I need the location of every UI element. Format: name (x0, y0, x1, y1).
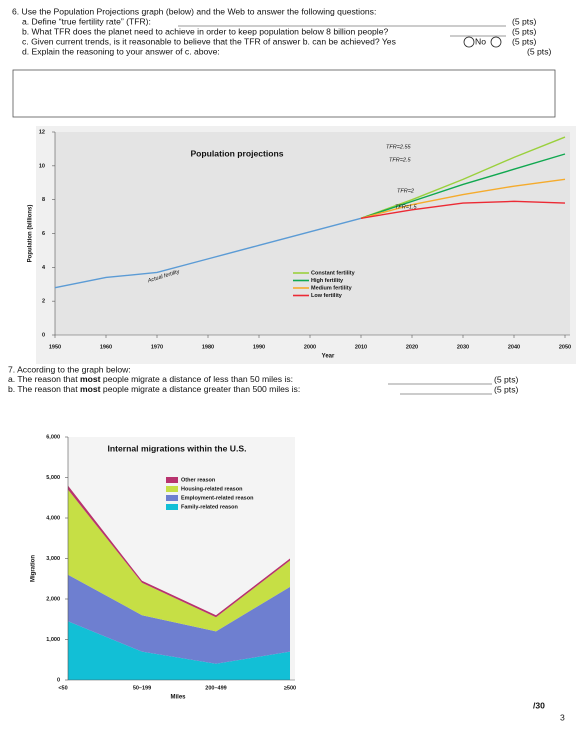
y-tick-label: 4 (42, 265, 46, 271)
yes-radio[interactable] (463, 36, 475, 48)
area-band (68, 489, 290, 632)
series-line (54, 217, 362, 289)
y-tick-label: 2 (42, 299, 45, 305)
x-tick-label: 1970 (151, 344, 163, 350)
q6-d: d. Explain the reasoning to your answer … (22, 46, 220, 56)
answer-box[interactable] (12, 69, 556, 118)
x-tick-label: 2020 (406, 344, 418, 350)
q6-intro: 6. Use the Population Projections graph … (12, 6, 376, 16)
x-tick-label: 2050 (559, 344, 571, 350)
y-axis-label: Population (billions) (28, 205, 34, 263)
pts: (5 pts) (494, 374, 518, 384)
t: most (80, 374, 101, 384)
annotation: TFR=2 (397, 188, 414, 194)
area-band (68, 574, 290, 664)
q6-a: a. Define “true fertility rate” (TFR): (22, 16, 151, 26)
pts: (5 pts) (512, 26, 536, 36)
t: most (80, 384, 101, 394)
score: /30 (533, 700, 545, 710)
area-band (68, 621, 290, 680)
series-line (360, 136, 566, 219)
y-tick-label: 10 (39, 163, 45, 169)
t: b. The reason that (8, 384, 80, 394)
x-tick-label: 1950 (49, 344, 61, 350)
pts: (5 pts) (494, 384, 518, 394)
x-tick-label: 2030 (457, 344, 469, 350)
y-tick-label: 3,000 (46, 556, 60, 562)
q7-intro: 7. According to the graph below: (8, 364, 131, 374)
legend-label: High fertility (311, 278, 344, 284)
no-label: No (475, 36, 486, 46)
no-radio[interactable] (490, 36, 502, 48)
legend-swatch (166, 486, 178, 492)
y-tick-label: 0 (57, 677, 60, 683)
pts: (5 pts) (512, 36, 536, 46)
pts: (5 pts) (527, 46, 551, 56)
x-axis-label: Year (322, 354, 335, 360)
legend-swatch (166, 504, 178, 510)
x-tick-label: 1960 (100, 344, 112, 350)
t: people migrate a distance of less than 5… (101, 374, 294, 384)
q7-b: b. The reason that most people migrate a… (8, 384, 300, 394)
t: people migrate a distance greater than 5… (101, 384, 301, 394)
chart-title: Internal migrations within the U.S. (108, 443, 247, 453)
y-tick-label: 2,000 (46, 596, 60, 602)
legend-swatch (166, 477, 178, 483)
x-tick-label: 1980 (202, 344, 214, 350)
q6-c: c. Given current trends, is it reasonabl… (22, 36, 396, 46)
legend-label: Low fertility (311, 293, 343, 299)
legend-label: Medium fertility (311, 285, 353, 291)
x-axis-label: Miles (170, 695, 186, 701)
legend-swatch (166, 495, 178, 501)
q7-a: a. The reason that most people migrate a… (8, 374, 293, 384)
legend-label: Employment-related reason (181, 495, 254, 501)
y-tick-label: 4,000 (46, 515, 60, 521)
series-line (360, 153, 566, 219)
x-tick-label: 2010 (355, 344, 367, 350)
y-tick-label: 0 (42, 332, 45, 338)
y-tick-label: 8 (42, 197, 45, 203)
y-tick-label: 5,000 (46, 475, 60, 481)
x-tick-label: ≥500 (284, 685, 296, 691)
legend-label: Constant fertility (311, 270, 356, 276)
x-tick-label: 2000 (304, 344, 316, 350)
x-tick-label: <50 (58, 685, 67, 691)
y-tick-label: 1,000 (46, 637, 60, 643)
t: a. The reason that (8, 374, 80, 384)
annotation: TFR=2.5 (389, 157, 411, 163)
legend-label: Housing-related reason (181, 486, 243, 492)
legend-label: Family-related reason (181, 504, 238, 510)
y-tick-label: 6 (42, 231, 45, 237)
plot-bg (55, 132, 570, 335)
y-tick-label: 6,000 (46, 434, 60, 440)
y-tick-label: 12 (39, 129, 45, 135)
x-tick-label: 2040 (508, 344, 520, 350)
annotation: TFR=2.55 (386, 144, 412, 150)
y-axis-label: Migration (31, 555, 37, 582)
page-number: 3 (560, 712, 565, 722)
legend-label: Other reason (181, 477, 216, 483)
x-tick-label: 1990 (253, 344, 265, 350)
pts: (5 pts) (512, 16, 536, 26)
x-tick-label: 50–199 (133, 685, 151, 691)
chart-title: Population projections (190, 148, 283, 158)
series-line (360, 200, 566, 219)
series-line (360, 178, 566, 219)
q6-b: b. What TFR does the planet need to achi… (22, 26, 388, 36)
x-tick-label: 200–499 (205, 685, 226, 691)
annotation: TFR=1.5 (395, 204, 417, 210)
